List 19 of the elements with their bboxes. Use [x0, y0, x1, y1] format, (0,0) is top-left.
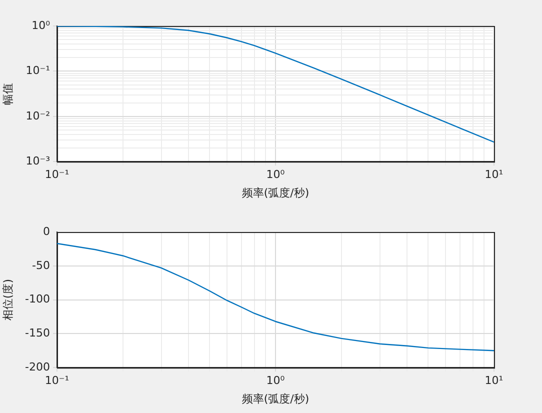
x-tick-label: 10⁰: [266, 374, 286, 388]
y-tick-label: 10⁻²: [26, 109, 50, 122]
x-tick-label: 10⁰: [266, 168, 286, 182]
y-tick-label: 10⁰: [32, 18, 51, 32]
y-axis-title: 幅值: [1, 82, 14, 105]
y-axis-title: 相位(度): [1, 279, 14, 321]
y-tick-label: -100: [25, 292, 50, 306]
x-tick-label: 10⁻¹: [44, 374, 70, 388]
x-tick-label: 10⁻¹: [44, 168, 70, 182]
x-tick-label: 10¹: [484, 374, 504, 388]
y-tick-label: 10⁻¹: [26, 64, 50, 78]
y-tick-label: -50: [32, 258, 50, 272]
y-tick-label: 0: [43, 224, 50, 238]
x-axis-title: 频率(弧度/秒): [242, 186, 310, 200]
y-tick-label: 10⁻³: [26, 154, 50, 168]
x-tick-label: 10¹: [484, 168, 504, 182]
y-tick-label: -150: [25, 326, 50, 340]
x-axis-title: 频率(弧度/秒): [242, 392, 310, 406]
y-tick-label: -200: [25, 360, 50, 374]
